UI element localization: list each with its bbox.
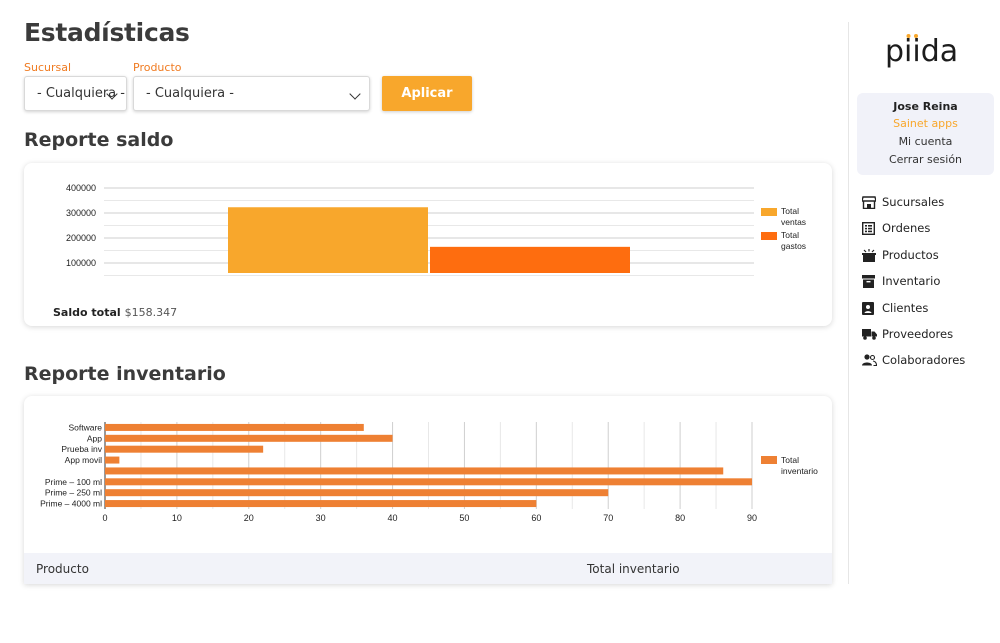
bar-inventory bbox=[105, 423, 364, 431]
user-panel: Jose Reina Sainet apps Mi cuenta Cerrar … bbox=[857, 93, 994, 175]
legend-label: Total bbox=[781, 206, 799, 216]
inventory-table-header: Producto Total inventario bbox=[24, 553, 832, 584]
bar-total-ventas bbox=[228, 207, 428, 273]
nav-label: Productos bbox=[882, 248, 939, 262]
y-tick-label: 100000 bbox=[66, 258, 96, 268]
legend-swatch bbox=[761, 232, 777, 240]
x-tick-label: 20 bbox=[244, 513, 254, 523]
legend-swatch bbox=[761, 456, 777, 464]
bar-inventory bbox=[105, 467, 724, 475]
balance-total-value: $158.347 bbox=[124, 306, 178, 319]
balance-chart-card: 100000 200000 300000 400000 Total ventas Total… bbox=[24, 163, 832, 326]
legend-label: gastos bbox=[781, 241, 806, 251]
balance-chart: 100000200000300000400000TotalventasTotal… bbox=[66, 183, 806, 276]
y-tick-label: 400000 bbox=[66, 183, 96, 193]
x-tick-label: 50 bbox=[459, 513, 469, 523]
company-link[interactable]: Sainet apps bbox=[893, 117, 958, 130]
product-select[interactable]: - Cualquiera - bbox=[133, 76, 370, 111]
x-tick-label: 0 bbox=[102, 513, 107, 523]
branch-select-value: - Cualquiera - bbox=[37, 86, 125, 101]
bar-inventory bbox=[105, 489, 609, 497]
y-tick-label: App movil bbox=[65, 455, 102, 465]
y-tick-label: 300000 bbox=[66, 208, 96, 218]
y-tick-label: App bbox=[87, 433, 102, 443]
legend-label: Total bbox=[781, 455, 799, 465]
box-icon bbox=[862, 249, 876, 262]
logout-link[interactable]: Cerrar sesión bbox=[888, 153, 963, 166]
y-tick-label: Prime – 4000 ml bbox=[40, 499, 102, 509]
column-header-total-inventory[interactable]: Total inventario bbox=[587, 562, 680, 576]
y-tick-label: Prime – 250 ml bbox=[45, 488, 102, 498]
bar-inventory bbox=[105, 434, 393, 442]
x-tick-label: 40 bbox=[388, 513, 398, 523]
apply-button[interactable]: Aplicar bbox=[382, 76, 472, 111]
product-select-value: - Cualquiera - bbox=[146, 86, 234, 101]
x-tick-label: 30 bbox=[316, 513, 326, 523]
y-tick-label: Software bbox=[68, 422, 102, 432]
x-tick-label: 90 bbox=[747, 513, 757, 523]
user-name: Jose Reina bbox=[893, 100, 958, 113]
page-title: Estadísticas bbox=[24, 18, 190, 47]
main-content: Estadísticas Sucursal - Cualquiera - Pro… bbox=[24, 18, 832, 584]
legend-label: ventas bbox=[781, 217, 806, 227]
chevron-down-icon bbox=[349, 88, 361, 100]
x-tick-label: 60 bbox=[531, 513, 541, 523]
branch-filter-label: Sucursal bbox=[24, 61, 72, 74]
people-icon bbox=[862, 354, 877, 366]
inventory-report-title: Reporte inventario bbox=[24, 363, 226, 385]
product-filter-label: Producto bbox=[133, 61, 182, 74]
my-account-link[interactable]: Mi cuenta bbox=[898, 135, 953, 148]
column-header-product[interactable]: Producto bbox=[36, 562, 89, 576]
balance-total: Saldo total $158.347 bbox=[53, 306, 177, 319]
list-icon bbox=[862, 222, 875, 235]
logo-text: piida bbox=[885, 34, 958, 69]
nav-label: Ordenes bbox=[882, 221, 931, 235]
piida-logo[interactable]: piida bbox=[883, 30, 973, 72]
x-tick-label: 80 bbox=[675, 513, 685, 523]
branch-select[interactable]: - Cualquiera - bbox=[24, 76, 127, 111]
bar-inventory bbox=[105, 500, 537, 508]
y-tick-label: Prueba inv bbox=[61, 444, 102, 454]
nav-label: Sucursales bbox=[882, 195, 945, 209]
legend-label: inventario bbox=[781, 466, 818, 476]
y-tick-label: Prime – 100 ml bbox=[45, 477, 102, 487]
bar-inventory bbox=[105, 445, 264, 453]
contact-icon bbox=[862, 302, 874, 315]
sidebar: piida Jose Reina Sainet apps Mi cuenta C… bbox=[848, 22, 1000, 584]
nav-label: Proveedores bbox=[882, 327, 954, 341]
nav-label: Colaboradores bbox=[882, 353, 966, 367]
bar-inventory bbox=[105, 478, 752, 486]
nav-label: Clientes bbox=[882, 301, 929, 315]
store-icon bbox=[862, 196, 876, 209]
y-tick-label: 200000 bbox=[66, 233, 96, 243]
x-tick-label: 10 bbox=[172, 513, 182, 523]
balance-total-label: Saldo total bbox=[53, 306, 121, 319]
legend-swatch bbox=[761, 208, 777, 216]
bar-total-gastos bbox=[430, 246, 630, 273]
bar-inventory bbox=[105, 456, 120, 464]
truck-icon bbox=[862, 329, 877, 340]
legend-label: Total bbox=[781, 230, 799, 240]
x-tick-label: 70 bbox=[603, 513, 613, 523]
archive-icon bbox=[862, 275, 875, 288]
nav-label: Inventario bbox=[882, 274, 941, 288]
inventory-chart-card: 0 10 20 30 40 50 60 70 80 90 Software App Prueba inv… bbox=[24, 396, 832, 584]
balance-report-title: Reporte saldo bbox=[24, 129, 174, 151]
